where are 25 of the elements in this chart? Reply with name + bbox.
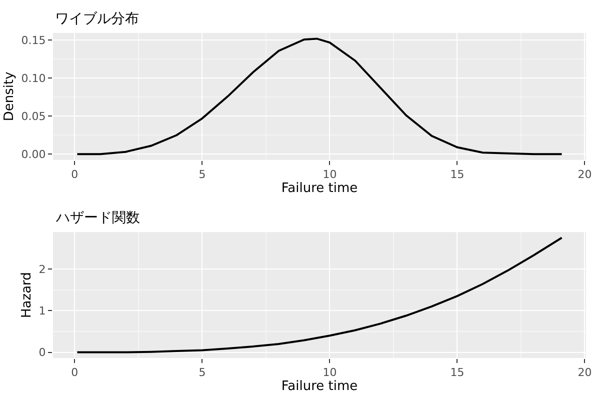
y-axis-title: Density: [2, 71, 18, 122]
chart-title: ハザード関数: [55, 210, 140, 226]
x-tick-label: 15: [450, 366, 464, 380]
y-tick-label: 0: [38, 346, 46, 360]
y-tick-label: 0.10: [21, 72, 46, 86]
x-tick-label: 15: [450, 168, 464, 182]
x-tick-label: 10: [322, 168, 337, 182]
y-tick-label: 0.05: [21, 110, 46, 124]
chart-title: ワイブル分布: [55, 11, 139, 27]
line-series: [76, 236, 563, 354]
y-tick-label: 2: [38, 262, 46, 276]
x-tick-label: 10: [322, 366, 337, 380]
x-axis-title: Failure time: [281, 181, 358, 196]
x-tick-label: 5: [198, 366, 206, 380]
x-tick-label: 5: [198, 168, 206, 182]
line-series: [76, 38, 563, 156]
x-tick-label: 20: [578, 168, 592, 182]
x-tick-label: 20: [578, 366, 592, 380]
y-tick-label: 1: [38, 304, 46, 318]
x-axis-title: Failure time: [281, 379, 358, 394]
y-tick-label: 0.00: [21, 148, 46, 161]
y-tick-label: 0.15: [21, 34, 46, 48]
y-axis-title: Hazard: [20, 272, 35, 318]
x-tick-label: 0: [71, 366, 78, 380]
x-tick-label: 0: [71, 168, 78, 182]
